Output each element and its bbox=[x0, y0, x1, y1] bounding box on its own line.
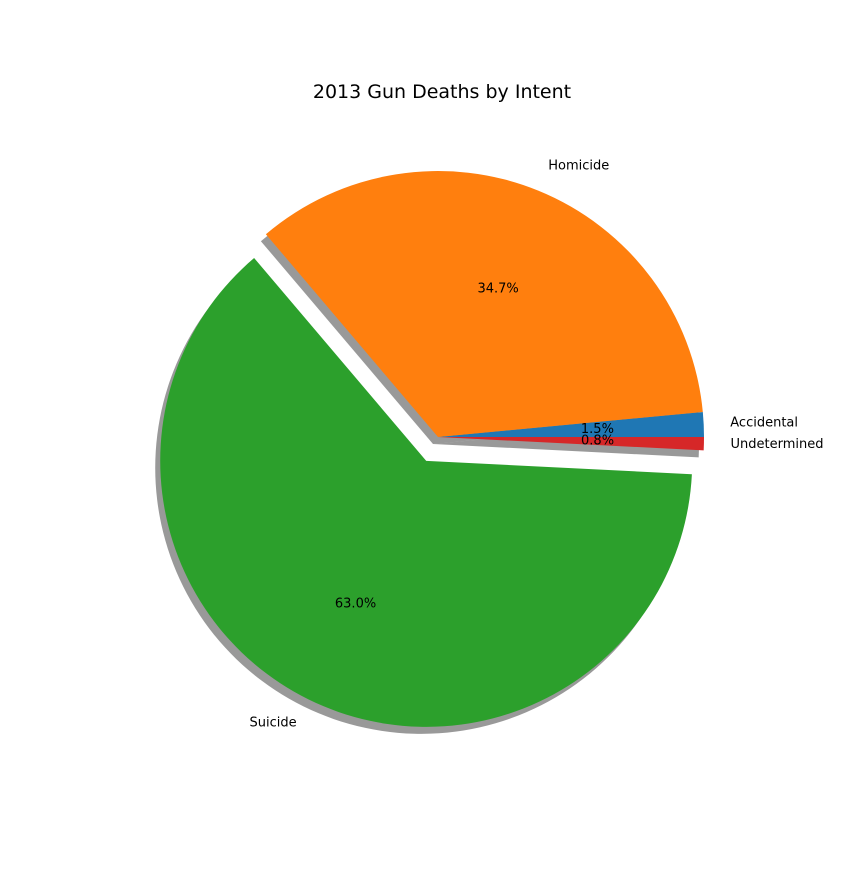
pie-slice-suicide bbox=[160, 258, 692, 727]
slice-label-accidental: Accidental bbox=[730, 416, 798, 431]
slice-layer bbox=[160, 170, 704, 727]
slice-label-undetermined: Undetermined bbox=[731, 437, 824, 452]
slice-label-suicide: Suicide bbox=[250, 716, 297, 731]
chart-title: 2013 Gun Deaths by Intent bbox=[313, 81, 571, 103]
pie-slice-homicide bbox=[265, 170, 703, 437]
label-layer: Accidental 1.5% Homicide 34.7% Suicide 63.0% U… bbox=[250, 158, 824, 730]
slice-label-homicide: Homicide bbox=[548, 158, 609, 173]
pie-slice-undetermined bbox=[438, 437, 704, 451]
pct-label-homicide: 34.7% bbox=[477, 282, 518, 297]
pct-label-suicide: 63.0% bbox=[335, 596, 376, 611]
pct-label-accidental: 1.5% bbox=[581, 422, 614, 437]
pie-slice-accidental bbox=[438, 411, 704, 437]
pct-label-undetermined: 0.8% bbox=[581, 434, 614, 449]
pie-slice-shadow-undetermined bbox=[433, 444, 699, 458]
